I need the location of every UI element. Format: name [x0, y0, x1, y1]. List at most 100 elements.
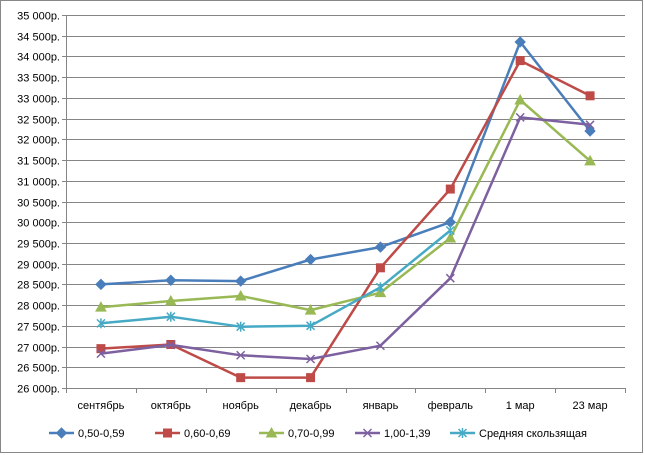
data-point	[234, 289, 247, 301]
legend-label: Средняя скользящая	[479, 428, 587, 440]
series-line	[100, 229, 452, 328]
marker-stroke	[96, 349, 106, 359]
y-tick-label: 33 000р.	[17, 94, 60, 106]
legend-swatch-marker	[163, 428, 172, 438]
y-tick-label: 31 000р.	[17, 177, 60, 189]
series-line	[100, 98, 591, 312]
data-point	[304, 253, 317, 266]
gridlines	[66, 15, 625, 368]
data-point	[374, 241, 387, 253]
data-point	[95, 278, 107, 291]
data-point	[515, 56, 525, 66]
legend-label: 1,00-1,39	[384, 428, 430, 440]
y-tick-label: 28 500р.	[17, 280, 60, 292]
legend-swatch-marker	[55, 427, 68, 439]
data-point	[584, 154, 596, 166]
data-point	[96, 349, 106, 359]
data-point	[445, 184, 455, 194]
data-point	[585, 91, 595, 101]
y-tick-label: 26 000р.	[17, 384, 60, 396]
y-tick-label: 29 500р.	[17, 239, 60, 251]
series-line	[100, 116, 591, 361]
series-3	[95, 93, 596, 315]
data-point	[514, 36, 526, 48]
legend-label: 0,70-0,99	[288, 428, 334, 440]
series-line	[100, 40, 592, 286]
data-point	[306, 354, 316, 364]
legend-item-2: 0,60-0,69	[155, 428, 230, 440]
y-tick-label: 26 500р.	[17, 363, 60, 375]
data-point	[304, 304, 317, 315]
series-2	[96, 56, 595, 383]
data-point	[375, 282, 385, 293]
y-tick-label: 30 500р.	[17, 198, 60, 210]
data-point	[306, 373, 316, 383]
axes: 26 000р. 26 500р. 27 000р. 27 500р. 28 000р.…	[17, 11, 626, 412]
marker-stroke	[306, 354, 316, 364]
series-4	[96, 112, 595, 364]
series-5	[96, 225, 455, 332]
y-tick-label: 32 500р.	[17, 115, 60, 127]
series-line	[100, 59, 591, 379]
legend-item-1: 0,50-0,59	[49, 427, 124, 440]
legend-swatch-marker	[457, 428, 468, 438]
legend-swatch-marker	[265, 426, 278, 438]
series-1	[95, 36, 596, 291]
data-point	[306, 320, 316, 331]
y-tick-label: 33 500р.	[17, 73, 60, 85]
data-point	[375, 263, 385, 273]
data-point	[445, 225, 455, 236]
y-tick-label: 31 500р.	[17, 156, 60, 168]
y-tick-label: 34 000р.	[17, 52, 60, 64]
x-tick-label: декабрь	[290, 400, 332, 412]
data-point	[166, 340, 176, 350]
data-point	[515, 112, 525, 122]
marker-stroke	[585, 120, 595, 130]
data-point	[445, 273, 455, 283]
data-point	[514, 93, 527, 105]
legend: 0,50-0,59 0,60-0,69 0,70-0,99 1,00-1,39 Сред…	[49, 426, 587, 440]
y-tick-label: 34 500р.	[17, 32, 60, 44]
data-point	[236, 321, 246, 332]
data-point	[164, 294, 177, 306]
marker-stroke	[362, 428, 373, 438]
data-point	[165, 274, 177, 286]
marker-stroke	[515, 112, 525, 122]
marker-stroke	[375, 341, 385, 351]
y-tick-label: 30 000р.	[17, 218, 60, 230]
y-tick-label: 35 000р.	[17, 11, 60, 23]
y-tick-label: 27 000р.	[17, 343, 60, 355]
legend-label: 0,60-0,69	[184, 428, 230, 440]
series-lines	[95, 36, 596, 383]
data-point	[236, 350, 246, 360]
data-point	[585, 120, 595, 130]
legend-swatch-marker	[362, 428, 373, 438]
legend-item-5: Средняя скользящая	[450, 428, 587, 440]
marker-stroke	[166, 340, 176, 350]
data-point	[96, 318, 106, 329]
data-point	[236, 373, 246, 383]
data-point	[375, 341, 385, 351]
data-point	[95, 301, 107, 312]
x-tick-label: январь	[363, 400, 399, 412]
legend-item-4: 1,00-1,39	[355, 428, 430, 440]
legend-item-3: 0,70-0,99	[259, 426, 334, 440]
y-tick-label: 32 000р.	[17, 135, 60, 147]
data-point	[234, 275, 247, 287]
y-tick-label: 28 000р.	[17, 301, 60, 313]
x-tick-label: октябрь	[151, 400, 191, 412]
legend-label: 0,50-0,59	[78, 428, 124, 440]
x-tick-label: ноябрь	[223, 400, 260, 412]
y-tick-label: 29 000р.	[17, 260, 60, 272]
y-tick-label: 27 500р.	[17, 322, 60, 334]
marker-stroke	[445, 273, 455, 283]
x-tick-label: сентябрь	[78, 400, 125, 412]
data-point	[584, 125, 596, 137]
x-tick-label: 1 мар	[506, 400, 535, 412]
marker-stroke	[236, 350, 246, 360]
data-point	[444, 231, 457, 243]
x-tick-label: февраль	[428, 400, 474, 412]
data-point	[166, 311, 176, 322]
